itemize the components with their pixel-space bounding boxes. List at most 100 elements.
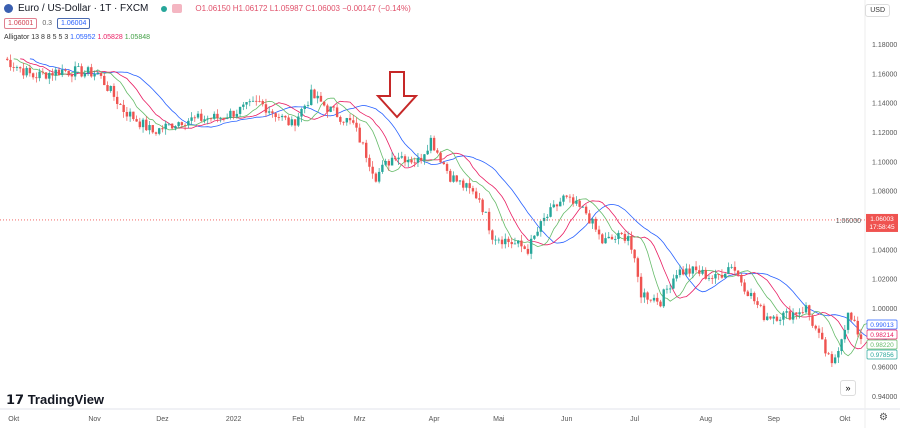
candle-body bbox=[164, 123, 167, 130]
indicator-name: Alligator 13 8 8 5 5 3 bbox=[4, 34, 69, 41]
candle-body bbox=[846, 312, 850, 330]
change-value: −0.00147 (−0.14%) bbox=[342, 4, 411, 13]
candle-body bbox=[170, 123, 174, 129]
candle-body bbox=[22, 68, 25, 76]
candle-body bbox=[403, 156, 407, 163]
candle-body bbox=[67, 70, 70, 75]
candle-body bbox=[584, 206, 588, 214]
candle-body bbox=[820, 332, 824, 340]
candle-body bbox=[206, 118, 209, 120]
candle-body bbox=[439, 152, 442, 163]
alert-icon[interactable] bbox=[172, 4, 183, 13]
candle-body bbox=[374, 173, 378, 182]
candle-body bbox=[306, 105, 310, 106]
time-tick-label: Jul bbox=[630, 416, 639, 423]
candle-body bbox=[662, 289, 665, 307]
tradingview-logo[interactable]: 𝟭𝟳 TradingView bbox=[6, 392, 104, 408]
candle-body bbox=[332, 106, 336, 108]
candle-body bbox=[455, 175, 458, 182]
candle-body bbox=[352, 120, 355, 123]
candle-body bbox=[132, 111, 135, 120]
candle-body bbox=[122, 104, 125, 112]
candle-body bbox=[801, 312, 804, 314]
candle-body bbox=[607, 236, 610, 239]
logo-icon: 𝟭𝟳 bbox=[6, 392, 28, 407]
candle-body bbox=[762, 305, 766, 320]
candle-body bbox=[219, 118, 222, 119]
settings-gear-icon[interactable]: ⚙ bbox=[879, 412, 888, 423]
candle-body bbox=[588, 213, 591, 224]
candle-body bbox=[355, 122, 358, 128]
candle-body bbox=[853, 319, 856, 321]
time-tick-label: Apr bbox=[429, 416, 441, 423]
candle-body bbox=[238, 106, 242, 114]
down-arrow-annotation[interactable] bbox=[375, 71, 419, 119]
candle-body bbox=[390, 157, 394, 166]
candle-body bbox=[782, 312, 785, 320]
candle-body bbox=[468, 183, 471, 189]
candle-body bbox=[449, 170, 452, 182]
candle-body bbox=[15, 67, 19, 68]
indicator-price-value: 0.98214 bbox=[870, 332, 894, 339]
buy-button[interactable]: 1.06004 bbox=[57, 18, 91, 29]
candle-body bbox=[597, 229, 601, 235]
candle-body bbox=[617, 232, 620, 239]
candle-body bbox=[28, 67, 32, 74]
sell-button[interactable]: 1.06001 bbox=[4, 18, 38, 29]
candle-body bbox=[549, 207, 552, 217]
candle-body bbox=[135, 119, 138, 122]
candle-body bbox=[70, 74, 74, 77]
candle-body bbox=[520, 240, 523, 247]
candle-body bbox=[242, 104, 245, 107]
candle-body bbox=[251, 100, 255, 102]
candle-body bbox=[138, 121, 142, 128]
alligator-legend[interactable]: Alligator 13 8 8 5 5 3 1.05952 1.05828 1… bbox=[4, 34, 150, 41]
candle-body bbox=[106, 85, 109, 91]
price-tick-label: 0.94000 bbox=[872, 394, 897, 401]
candle-body bbox=[568, 196, 572, 198]
candle-body bbox=[856, 320, 859, 335]
candle-body bbox=[672, 278, 675, 289]
candle-body bbox=[161, 128, 164, 130]
candle-body bbox=[465, 183, 468, 188]
candle-body bbox=[361, 142, 365, 144]
time-tick-label: Jun bbox=[561, 416, 572, 423]
candle-body bbox=[704, 269, 707, 279]
last-price-value: 1.06003 bbox=[870, 216, 894, 223]
indicator-price-value: 0.99013 bbox=[870, 322, 894, 329]
candle-body bbox=[452, 175, 455, 182]
open-value: O1.06150 bbox=[195, 4, 231, 13]
candle-body bbox=[630, 236, 633, 250]
candle-body bbox=[643, 292, 646, 298]
candle-body bbox=[342, 121, 345, 123]
candle-body bbox=[484, 211, 488, 213]
candle-body bbox=[723, 273, 727, 278]
time-tick-label: Mai bbox=[493, 416, 505, 423]
candle-body bbox=[54, 69, 57, 76]
candle-body bbox=[267, 111, 271, 113]
candle-body bbox=[759, 304, 762, 306]
candle-body bbox=[808, 305, 811, 316]
candle-body bbox=[497, 239, 500, 241]
symbol-title[interactable]: Euro / US-Dollar · 1T · FXCM bbox=[18, 3, 149, 14]
candle-body bbox=[610, 236, 614, 240]
candle-body bbox=[481, 199, 484, 213]
candle-body bbox=[804, 305, 808, 313]
low-value: L1.05987 bbox=[269, 4, 304, 13]
scroll-to-realtime-button[interactable]: » bbox=[840, 380, 856, 396]
candle-body bbox=[348, 118, 352, 121]
candle-body bbox=[77, 66, 80, 68]
candle-body bbox=[145, 119, 148, 131]
candle-body bbox=[377, 171, 381, 182]
symbol-header: Euro / US-Dollar · 1T · FXCM O1.06150 H1… bbox=[4, 3, 411, 14]
brand-name: TradingView bbox=[27, 392, 105, 407]
candle-body bbox=[31, 73, 35, 78]
currency-select[interactable]: USD bbox=[865, 4, 890, 17]
candle-body bbox=[119, 103, 122, 105]
candle-body bbox=[57, 69, 61, 76]
candle-body bbox=[711, 278, 714, 279]
candle-body bbox=[180, 122, 184, 126]
candle-body bbox=[322, 101, 326, 106]
candle-body bbox=[235, 113, 239, 117]
